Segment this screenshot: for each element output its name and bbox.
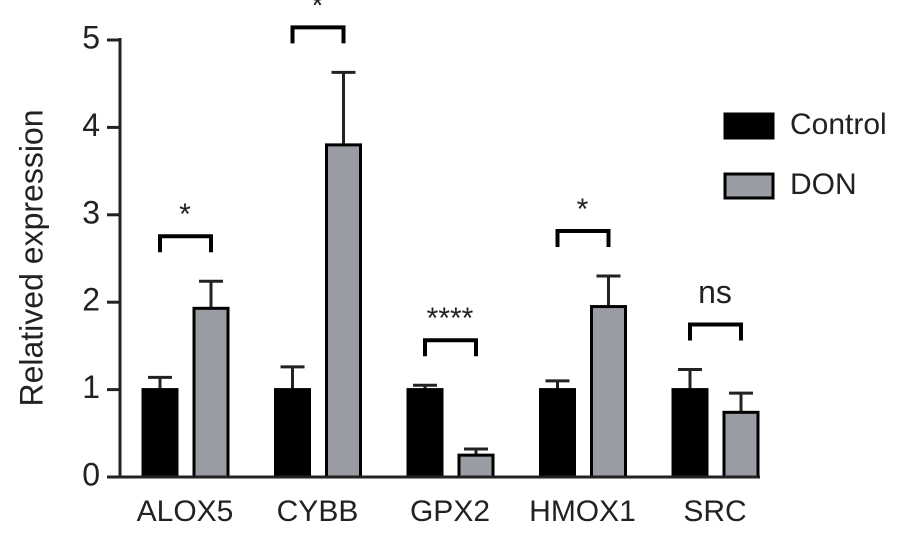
significance-bracket [423, 338, 478, 357]
significance-bracket [158, 234, 213, 253]
error-bar [148, 375, 172, 390]
error-bar [729, 391, 753, 413]
x-tick-label: SRC [683, 495, 746, 528]
y-tick-label: 3 [82, 194, 100, 230]
y-tick-label: 4 [82, 107, 100, 143]
significance-label: * [577, 193, 589, 226]
bar [192, 306, 230, 479]
error-bar [678, 367, 702, 390]
significance-label: * [312, 0, 324, 22]
y-tick-label: 5 [82, 19, 100, 55]
bar [722, 410, 760, 479]
x-tick-label: CYBB [277, 495, 359, 528]
bar [671, 388, 709, 479]
legend-swatch [723, 112, 775, 140]
bar [457, 453, 495, 479]
error-bar [280, 365, 305, 390]
legend-swatch [723, 172, 775, 200]
significance-label: **** [427, 302, 474, 335]
bar [539, 388, 576, 479]
significance-label: ns [698, 274, 732, 310]
y-tick-label: 2 [82, 282, 100, 318]
bar [590, 305, 627, 479]
y-tick-label: 0 [82, 456, 100, 492]
bar [141, 388, 179, 479]
significance-bracket [688, 322, 743, 341]
error-bar [596, 274, 621, 307]
error-bar [199, 279, 223, 309]
y-tick-label: 1 [82, 369, 100, 405]
significance-bracket [290, 25, 346, 44]
legend-label: Control [790, 108, 887, 141]
x-tick-label: HMOX1 [529, 495, 636, 528]
error-bar [331, 70, 356, 145]
y-axis-label: Relatived expression [13, 109, 49, 406]
bar [325, 143, 362, 479]
significance-bracket [555, 228, 611, 247]
bar [406, 388, 444, 479]
bar [274, 388, 311, 479]
legend-label: DON [790, 168, 857, 201]
x-tick-label: ALOX5 [137, 495, 234, 528]
significance-label: * [179, 198, 191, 231]
x-tick-label: GPX2 [410, 495, 490, 528]
